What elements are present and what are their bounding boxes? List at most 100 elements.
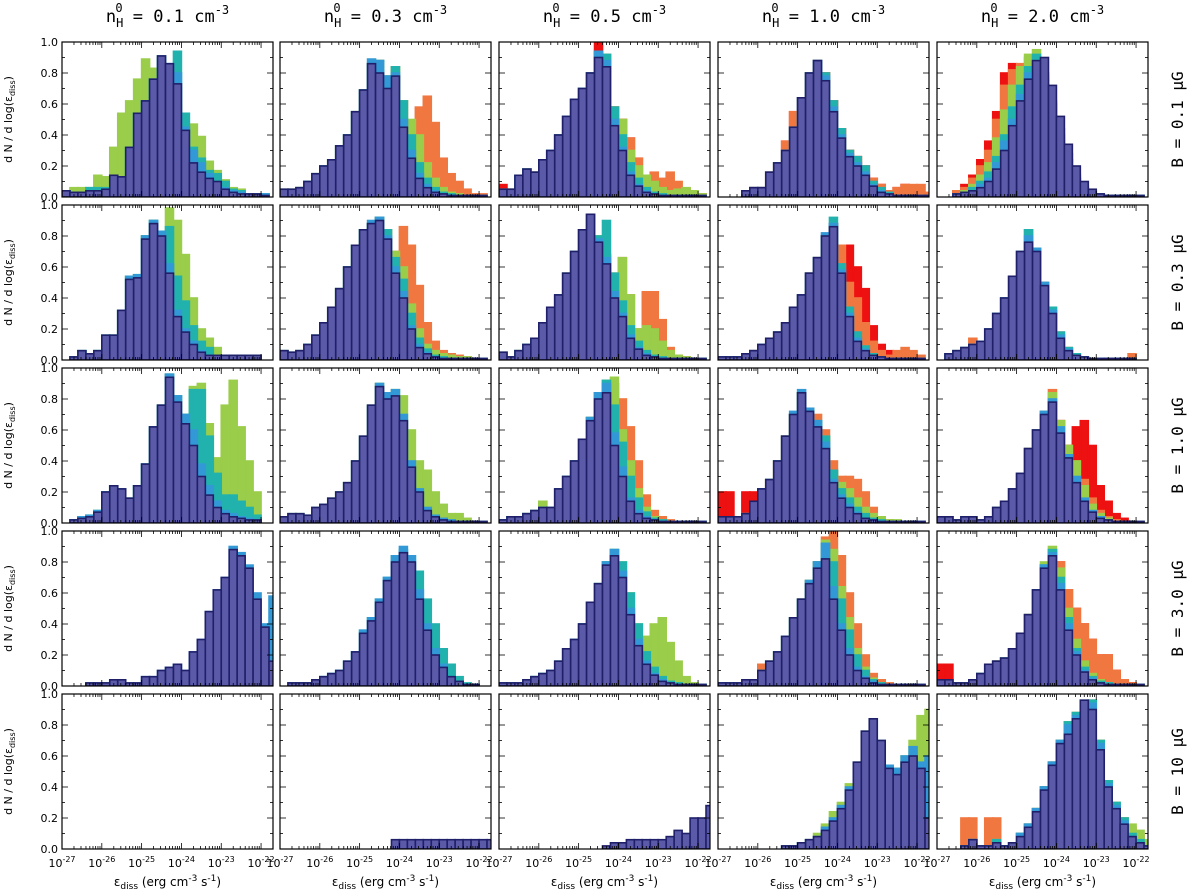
bar-navy (1007, 275, 1018, 360)
bar-navy (414, 491, 425, 523)
bar-navy (812, 567, 823, 686)
bar-navy (1063, 143, 1074, 197)
y-tick-label: 0.6 (41, 98, 59, 111)
bar-red (725, 491, 735, 523)
bar-navy (180, 669, 191, 686)
bar-navy (499, 188, 508, 197)
bar-navy (796, 598, 807, 686)
y-tick-label: 0.0 (41, 843, 59, 856)
bar-navy (414, 177, 425, 197)
y-tick-label: 0.0 (41, 680, 59, 693)
panel-background (62, 694, 273, 849)
y-axis-label: d N / d log(εdiss) (2, 76, 17, 163)
bar-navy (1071, 354, 1082, 360)
bar-navy (780, 435, 791, 523)
y-axis-label: d N / d log(εdiss) (2, 402, 17, 489)
bar-navy (999, 500, 1010, 523)
bar-navy (164, 376, 175, 523)
bar-navy (561, 115, 572, 197)
bar-navy (220, 188, 231, 197)
bar-navy (852, 165, 863, 197)
panel-r0-c1 (279, 41, 492, 198)
y-tick-label: 0.4 (41, 618, 59, 631)
bar-navy (828, 481, 839, 523)
y-axis-label-main: d N / d log(ε (2, 96, 15, 163)
header-exponent: -3 (1090, 3, 1104, 17)
panel-bars (499, 42, 707, 197)
column-header: nH0 = 0.5 cm-3 (543, 1, 666, 30)
panel-bars (718, 216, 926, 360)
bar-navy (148, 426, 159, 523)
bar-navy (625, 337, 636, 360)
bar-navy (164, 272, 175, 360)
bar-navy (820, 447, 831, 523)
panel-bars (499, 548, 707, 686)
bar-navy (366, 620, 377, 686)
bar-navy (538, 506, 548, 523)
header-symbol: n (106, 7, 116, 27)
bar-navy (772, 162, 783, 197)
bar-navy (140, 238, 151, 360)
bar-navy (836, 497, 847, 523)
bar-navy (569, 460, 580, 523)
bar-navy (804, 72, 815, 197)
column-header: nH0 = 2.0 cm-3 (981, 1, 1104, 30)
panel-bars (944, 229, 1137, 360)
bar-navy (406, 328, 417, 360)
panel-bars (499, 376, 707, 523)
y-tick-label: 1.0 (41, 525, 59, 538)
x-axis-label-sub: diss (995, 882, 1013, 892)
bar-navy (1015, 472, 1026, 523)
bar-navy (561, 647, 572, 686)
bar-orange (1103, 654, 1113, 686)
x-axis-label: εdiss (erg cm-3 s-1) (989, 874, 1096, 892)
x-axis-label: εdiss (erg cm-3 s-1) (551, 874, 658, 892)
bar-navy (545, 149, 556, 197)
panel-bars (69, 207, 262, 360)
bar-navy (633, 512, 644, 523)
x-axis-label: εdiss (erg cm-3 s-1) (114, 874, 221, 892)
panel-r0-c3 (717, 41, 930, 198)
panel-r3-c0: 0.0 0.2 0.4 0.6 0.8 1.0 (41, 525, 274, 693)
bar-navy (1039, 284, 1050, 360)
bar-navy (414, 346, 425, 360)
bar-green (657, 616, 668, 686)
bar-navy (828, 110, 839, 197)
bar-navy (108, 174, 119, 197)
bar-navy (295, 512, 305, 523)
bar-navy (561, 272, 572, 360)
bar-navy (764, 171, 775, 197)
bar-navy (1007, 647, 1018, 686)
bar-navy (780, 321, 791, 360)
y-tick-label: 0.6 (41, 424, 59, 437)
y-axis-label-sub: diss (8, 243, 17, 259)
bar-navy (718, 515, 727, 523)
x-axis-label-symbol: ε (551, 875, 558, 889)
bar-navy (796, 391, 807, 523)
bar-navy (553, 134, 564, 197)
x-axis-label-end: ) (1091, 875, 1096, 889)
bar-navy (952, 349, 962, 360)
bar-navy (350, 651, 361, 686)
bar-navy (140, 675, 151, 686)
bar-navy (844, 654, 855, 686)
bar-navy (244, 567, 254, 686)
panel-r2-c2 (498, 367, 711, 524)
bar-navy (828, 598, 839, 686)
bar-navy (733, 515, 743, 523)
bar-navy (633, 644, 644, 686)
header-superscript: 0 (115, 1, 122, 15)
bar-navy (236, 517, 246, 523)
bar-navy (820, 79, 831, 197)
y-tick-label: 0.0 (41, 354, 59, 367)
bar-navy (820, 235, 831, 360)
bar-navy (593, 398, 604, 523)
bar-navy (1047, 554, 1058, 686)
bar-navy (1055, 115, 1066, 197)
x-axis-label-end: ) (434, 875, 439, 889)
bar-navy (976, 340, 986, 360)
bar-navy (280, 188, 289, 197)
header-subscript: H (553, 16, 560, 30)
bar-navy (860, 174, 871, 197)
